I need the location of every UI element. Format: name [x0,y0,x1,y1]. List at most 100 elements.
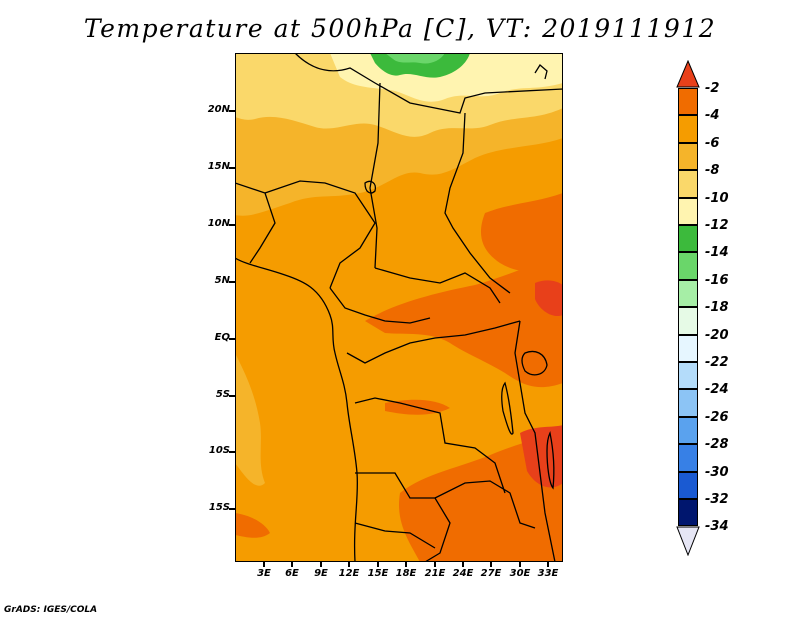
field-band-west [235,353,265,486]
border-drc-south [354,397,506,494]
colorbar-label: -8 [705,163,720,178]
colorbar-cell [678,197,698,225]
lon-tick-30e [519,562,521,567]
lon-label-9e: 9E [314,568,328,579]
lat-label-5n: 5N [214,275,230,286]
lon-tick-3e [263,562,265,567]
map-plot-area [235,53,563,562]
field-warm-congo [365,253,563,388]
lake-malawi [546,431,555,490]
coastlines-borders [235,53,563,562]
lat-label-20n: 20N [207,104,230,115]
lon-label-12e: 12E [338,568,360,579]
border-chad-sudan [444,112,511,294]
lat-tick-5n [229,281,235,283]
lat-tick-10s [229,451,235,453]
colorbar-cell [678,279,698,308]
colorbar-cell [678,170,698,198]
lat-tick-15s [229,508,235,510]
lat-label-15n: 15N [207,161,230,172]
lat-label-10n: 10N [207,218,230,229]
lon-label-33e: 33E [537,568,559,579]
lon-label-3e: 3E [257,568,271,579]
colorbar-cell [678,252,698,280]
colorbar-label: -16 [705,273,729,288]
coastline-west [235,257,359,562]
lon-tick-15e [377,562,379,567]
field-warm-south [399,433,563,562]
colorbar-label: -14 [705,245,729,260]
border-car [374,267,501,304]
field-hot-spot-2 [520,425,563,488]
border-north [294,53,563,114]
colorbar-label: -2 [705,81,720,96]
nile-delta [534,64,548,80]
lat-label-5s: 5S [215,389,230,400]
colorbar-label: -32 [705,492,729,507]
lon-label-18e: 18E [395,568,417,579]
lake-tanganyika [501,381,514,435]
lon-label-30e: 30E [509,568,531,579]
lon-label-15e: 15E [367,568,389,579]
field-warm-sw [235,513,270,538]
border-namibia [354,522,436,549]
lon-tick-33e [547,562,549,567]
lon-tick-9e [320,562,322,567]
colorbar-label: -26 [705,410,729,425]
colorbar-cell [678,307,698,335]
colorbar-cell [678,416,698,445]
lat-label-eq: EQ [214,332,230,343]
border-drc-west [346,320,521,364]
lat-tick-15n [229,167,235,169]
chart-title: Temperature at 500hPa [C], VT: 201911191… [83,14,717,43]
colorbar-cell [678,115,698,143]
colorbar-label: -6 [705,136,720,151]
lat-label-10s: 10S [208,445,230,456]
colorbar-cell [678,142,698,171]
colorbar-cell [678,471,698,499]
colorbar-cell [678,225,698,253]
field-patch-minus16 [385,53,445,64]
lon-tick-6e [291,562,293,567]
border-zambia [434,480,536,529]
colorbar-bottom-triangle [676,526,700,556]
lat-tick-5s [229,395,235,397]
border-east [514,320,556,562]
colorbar-cell [678,389,698,417]
colorbar-cell [678,444,698,472]
lat-label-15s: 15S [208,502,230,513]
colorbar-label: -24 [705,382,729,397]
colorbar-label: -10 [705,191,729,206]
colorbar-cell [678,362,698,390]
colorbar-cell [678,499,698,527]
colorbar-label: -30 [705,465,729,480]
colorbar-label: -22 [705,355,729,370]
grads-credit: GrADS: IGES/COLA [4,605,98,615]
colorbar-cell [678,334,698,362]
colorbar-label: -4 [705,108,720,123]
lat-tick-10n [229,224,235,226]
border-cameroon [329,287,431,324]
field-hot-spot-1 [535,280,563,317]
border-niger-chad [369,82,381,269]
lon-tick-27e [490,562,492,567]
lon-tick-12e [348,562,350,567]
lon-label-21e: 21E [424,568,446,579]
lon-label-6e: 6E [285,568,299,579]
border-sahel-west [235,182,276,264]
field-warm-east [480,193,563,272]
temperature-map [235,53,563,562]
lon-tick-21e [434,562,436,567]
lat-tick-20n [229,110,235,112]
lon-tick-18e [405,562,407,567]
colorbar-label: -28 [705,437,729,452]
colorbar-top-triangle [676,60,700,88]
lon-tick-24e [462,562,464,567]
colorbar-label: -12 [705,218,729,233]
lake-victoria [521,350,548,376]
colorbar-label: -20 [705,328,729,343]
colorbar-cell [678,88,698,116]
border-nigeria [264,180,376,289]
lat-tick-eq [229,338,235,340]
lake-chad [364,180,377,194]
